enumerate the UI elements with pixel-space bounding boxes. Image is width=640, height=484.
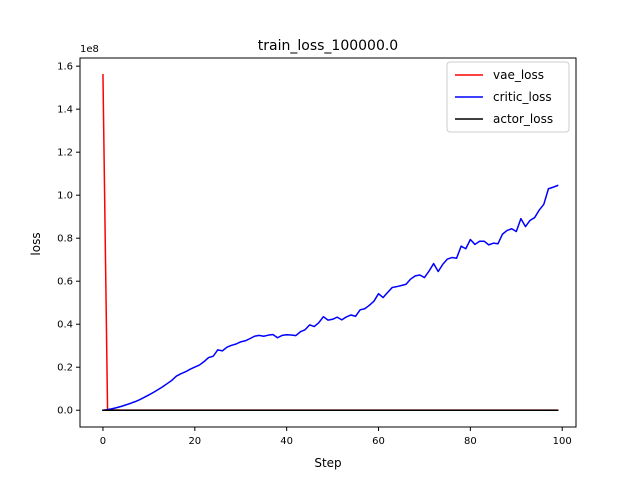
x-tick-label: 0 (100, 436, 106, 447)
y-tick-label: 0.2 (57, 363, 73, 374)
legend-label-vae-loss: vae_loss (493, 68, 544, 82)
y-offset-label: 1e8 (80, 44, 99, 55)
y-tick-label: 0.8 (57, 234, 73, 245)
axis-ticks: 0 20 40 60 80 100 0.0 0.2 0.4 0.6 0.8 1.0 1.2 1.4 1.6 (57, 62, 572, 447)
series-lines (102, 74, 559, 412)
x-tick-label: 80 (464, 436, 477, 447)
x-tick-label: 100 (553, 436, 572, 447)
y-tick-label: 1.2 (57, 148, 73, 159)
x-tick-label: 60 (372, 436, 385, 447)
legend: vae_loss critic_loss actor_loss (446, 61, 570, 133)
y-tick-label: 0.0 (57, 406, 73, 417)
plot-frame (79, 57, 577, 428)
x-tick-label: 40 (280, 436, 293, 447)
y-tick-label: 0.4 (57, 320, 73, 331)
y-tick-label: 1.6 (57, 62, 73, 73)
legend-label-actor-loss: actor_loss (493, 112, 553, 126)
y-tick-label: 1.4 (57, 105, 73, 116)
series-line-critic-loss (102, 184, 559, 412)
legend-frame (446, 61, 570, 133)
y-tick-label: 0.6 (57, 277, 73, 288)
x-axis-label: Step (314, 456, 341, 470)
legend-label-critic-loss: critic_loss (493, 90, 552, 104)
y-tick-label: 1.0 (57, 191, 73, 202)
y-axis-label: loss (29, 232, 43, 255)
chart-title: train_loss_100000.0 (258, 38, 398, 54)
x-tick-label: 20 (188, 436, 201, 447)
